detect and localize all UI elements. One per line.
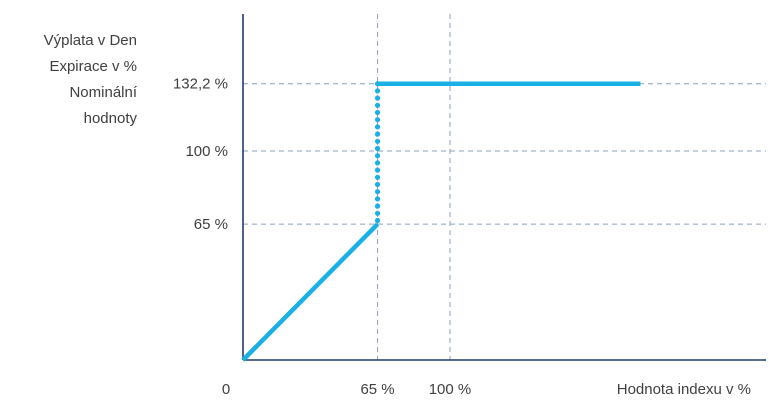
x-tick-label: 65 % (360, 381, 394, 398)
series-dot (374, 210, 381, 216)
series-lines (241, 81, 641, 362)
x-tick-label: 100 % (429, 381, 472, 398)
series-dot (374, 124, 381, 130)
series-dot (374, 181, 381, 188)
series-dot (374, 160, 381, 166)
series-dot (374, 196, 381, 202)
axes (242, 14, 766, 361)
series-dot (374, 174, 381, 180)
y-tick-label: 65 % (194, 216, 228, 233)
series-dot (374, 88, 381, 94)
y-axis-label-line: Nominální (69, 84, 137, 101)
series-dot (374, 153, 381, 159)
y-tick-label: 100 % (185, 143, 228, 160)
series-dot (374, 138, 381, 144)
series-dot (374, 167, 381, 173)
participation-segment (241, 222, 380, 362)
y-tick-label: 132,2 % (173, 76, 228, 93)
y-axis-label-line: hodnoty (83, 110, 137, 127)
series-dot (374, 217, 381, 224)
y-axis-label-line: Výplata v Den (43, 32, 137, 49)
dotted-jump-series (374, 81, 381, 224)
series-dot (374, 102, 381, 108)
grid-lines (243, 14, 766, 360)
y-axis-label-line: Expirace v % (49, 58, 137, 75)
series-dot (374, 145, 381, 152)
series-dot (374, 109, 381, 116)
series-dot (374, 117, 381, 123)
series-dot (374, 203, 381, 209)
y-axis-label: Výplata v Den Expirace v % Nominální hod… (0, 28, 137, 132)
x-axis-label: Hodnota indexu v % (617, 381, 751, 398)
origin-label: 0 (222, 381, 230, 398)
tick-labels: 65 % 100 % 132,2 % 65 % 100 % 0 Hodnota indexu… (173, 76, 751, 398)
series-dot (374, 189, 381, 195)
series-dot (374, 95, 381, 101)
series-dot (374, 131, 381, 137)
